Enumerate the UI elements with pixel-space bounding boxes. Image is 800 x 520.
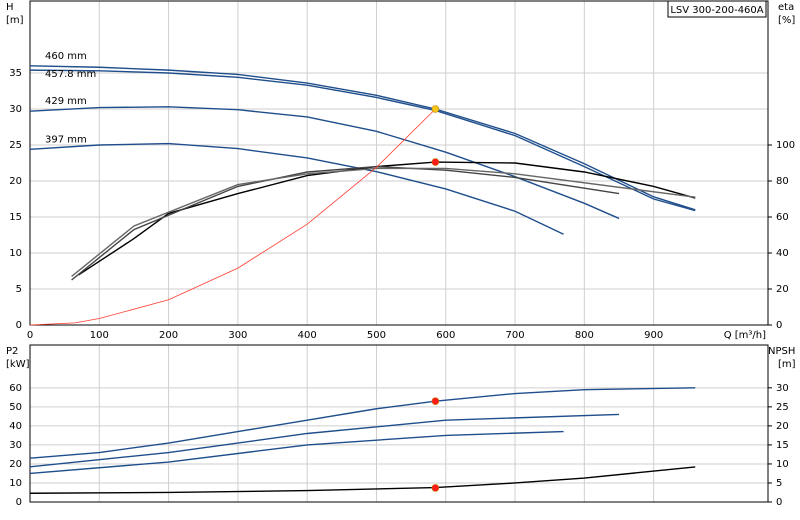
x-axis-label: Q [m³/h] [724, 330, 766, 341]
y-tick-label: 20 [9, 459, 22, 470]
y-tick-label: 50 [9, 402, 22, 413]
y-tick-label: 10 [9, 478, 22, 489]
y-axis-unit: [kW] [6, 359, 30, 370]
curve [29, 413, 620, 468]
operating-point [431, 105, 440, 113]
y-tick-label: 0 [16, 497, 22, 508]
y-axis-unit: [m] [6, 15, 24, 26]
operating-point [431, 158, 440, 166]
y2-tick-label: 20 [776, 421, 789, 432]
y2-tick-label: 60 [776, 212, 789, 223]
y-tick-label: 10 [9, 248, 22, 259]
x-tick-label: 200 [159, 330, 178, 341]
plot-frame [29, 344, 769, 503]
y-tick-label: 20 [9, 176, 22, 187]
curve-label: 397 mm [45, 134, 87, 145]
y2-axis-label: NPSH [768, 346, 795, 357]
curve [78, 161, 696, 276]
operating-point [431, 484, 440, 492]
curve [29, 430, 564, 475]
curve-label: 457.8 mm [45, 69, 96, 80]
y2-tick-label: 30 [776, 383, 789, 394]
x-tick-label: 0 [27, 330, 33, 341]
x-tick-label: 100 [90, 330, 109, 341]
curve [29, 466, 696, 494]
x-tick-label: 700 [506, 330, 525, 341]
title-box [667, 0, 767, 18]
curve [71, 165, 620, 281]
y2-tick-label: 5 [776, 478, 782, 489]
x-tick-label: 800 [575, 330, 594, 341]
curve [29, 65, 696, 211]
y-tick-label: 15 [9, 212, 22, 223]
curve [29, 142, 564, 235]
y2-tick-label: 100 [776, 140, 795, 151]
plot-frame [29, 0, 769, 326]
y2-axis-unit: [%] [778, 15, 795, 26]
x-tick-label: 600 [436, 330, 455, 341]
y2-tick-label: 80 [776, 176, 789, 187]
y2-tick-label: 20 [776, 284, 789, 295]
y2-tick-label: 0 [776, 497, 782, 508]
curve [29, 106, 620, 220]
x-tick-label: 400 [298, 330, 317, 341]
x-tick-label: 300 [228, 330, 247, 341]
y-tick-label: 30 [9, 104, 22, 115]
curve [29, 387, 696, 459]
y-tick-label: 30 [9, 440, 22, 451]
y-tick-label: 0 [16, 320, 22, 331]
chart-title: LSV 300-200-460A [670, 5, 763, 16]
curve [29, 108, 436, 326]
y2-tick-label: 0 [776, 320, 782, 331]
y2-tick-label: 15 [776, 440, 789, 451]
y2-axis-label: eta [778, 2, 794, 13]
y-tick-label: 35 [9, 68, 22, 79]
y2-tick-label: 25 [776, 402, 789, 413]
y2-tick-label: 10 [776, 459, 789, 470]
x-tick-label: 500 [367, 330, 386, 341]
y2-tick-label: 40 [776, 248, 789, 259]
y2-axis-unit: [m] [778, 359, 796, 370]
y-tick-label: 40 [9, 421, 22, 432]
y-axis-label: H [6, 2, 14, 13]
y-tick-label: 5 [16, 284, 22, 295]
curve-label: 460 mm [45, 51, 87, 62]
curve [71, 167, 696, 277]
x-tick-label: 900 [644, 330, 663, 341]
curve-label: 429 mm [45, 96, 87, 107]
y-tick-label: 25 [9, 140, 22, 151]
y-axis-label: P2 [6, 346, 18, 357]
operating-point [431, 397, 440, 405]
y-tick-label: 60 [9, 383, 22, 394]
